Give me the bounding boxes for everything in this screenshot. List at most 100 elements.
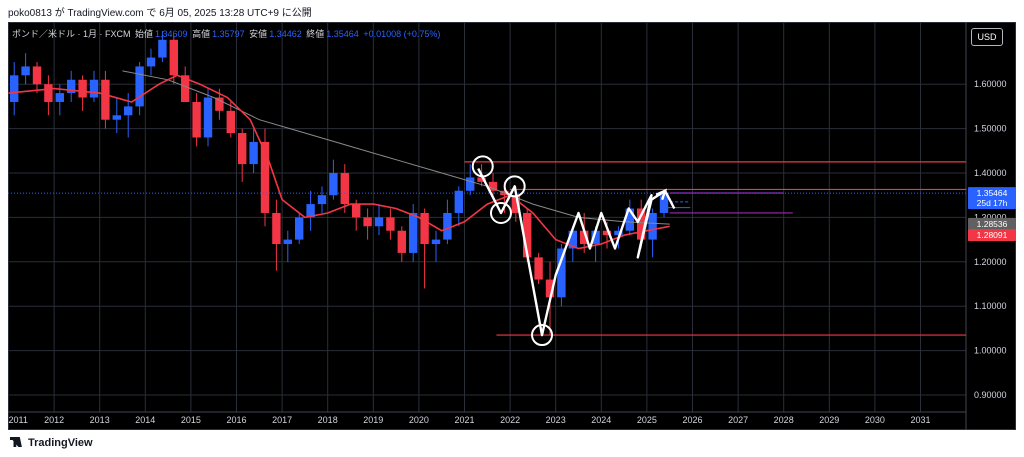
candle-body <box>443 212 452 240</box>
pivot-circle[interactable] <box>489 201 512 224</box>
candle-body <box>146 57 156 67</box>
candle-body <box>169 39 178 76</box>
header-bar: poko0813 が TradingView.com で 6月 05, 2025… <box>0 0 1024 22</box>
current-price-value: 1.35464 <box>977 188 1008 198</box>
time-tick-label: 2021 <box>454 415 474 425</box>
candle-body <box>10 75 19 102</box>
close-label: 終値 <box>306 29 325 39</box>
tradingview-logo-icon <box>10 437 22 447</box>
candle-body <box>466 177 475 191</box>
chart-frame[interactable] <box>8 22 1016 430</box>
candle-body <box>431 239 441 245</box>
candle-body <box>192 101 201 138</box>
open-label: 始値 <box>135 29 154 39</box>
time-tick-label: 2015 <box>181 415 201 425</box>
candle-body <box>534 257 543 280</box>
candle-body <box>420 212 429 245</box>
change-value: +0.01008 (+0.75%) <box>363 29 441 39</box>
time-tick-label: 2011 <box>9 415 28 425</box>
candle-body <box>511 195 520 213</box>
ma-slow-value: 1.28536 <box>977 219 1008 229</box>
candle-body <box>409 212 418 253</box>
time-tick-label: 2020 <box>409 415 429 425</box>
open-value: 1.34609 <box>155 29 188 39</box>
price-tick-label: 1.20000 <box>974 257 1007 267</box>
time-tick-label: 2013 <box>90 415 110 425</box>
candle-body <box>363 217 372 227</box>
high-label: 高値 <box>192 29 211 39</box>
candle-body <box>124 106 133 116</box>
candle-body <box>181 75 190 102</box>
symbol-legend: ポンド／米ドル · 1月 · FXCM 始値 1.34609 高値 1.35797 … <box>12 27 442 40</box>
symbol-name[interactable]: ポンド／米ドル · 1月 · FXCM <box>12 29 131 39</box>
time-tick-label: 2026 <box>682 415 702 425</box>
candle-body <box>386 217 395 231</box>
time-tick-label: 2030 <box>865 415 885 425</box>
time-tick-label: 2027 <box>728 415 748 425</box>
time-tick-label: 2016 <box>226 415 246 425</box>
pivot-circle[interactable] <box>471 155 494 178</box>
candle-body <box>340 173 349 205</box>
time-tick-label: 2019 <box>363 415 383 425</box>
pivot-circle[interactable] <box>503 175 526 198</box>
candle-body <box>215 97 224 111</box>
currency-button[interactable]: USD <box>971 28 1003 46</box>
footer-bar <box>0 430 1024 457</box>
ma-fast-badge <box>968 229 1016 242</box>
time-tick-label: 2029 <box>819 415 839 425</box>
candle-body <box>454 190 463 213</box>
time-tick-label: 2022 <box>500 415 520 425</box>
candle-body <box>67 79 76 94</box>
time-tick-label: 2023 <box>546 415 566 425</box>
candle-body <box>317 195 327 205</box>
time-tick-label: 2018 <box>318 415 338 425</box>
time-tick-label: 2014 <box>135 415 155 425</box>
ma-slow-line <box>122 70 670 225</box>
candle-body <box>89 79 99 98</box>
candle-body <box>625 208 634 231</box>
ma-fast-value: 1.28091 <box>977 230 1008 240</box>
candle-body <box>523 212 532 258</box>
candle-body <box>21 66 30 76</box>
price-tick-label: 1.00000 <box>974 346 1007 356</box>
price-tick-label: 1.30000 <box>974 212 1007 222</box>
candle-body <box>226 110 235 134</box>
candle-body <box>545 279 555 298</box>
price-tick-label: 1.60000 <box>974 79 1007 89</box>
low-value: 1.34462 <box>269 29 302 39</box>
candle-body <box>614 230 623 236</box>
candle-body <box>637 208 646 240</box>
time-tick-label: 2025 <box>637 415 657 425</box>
candle-body <box>101 79 110 120</box>
candle-body <box>272 212 281 245</box>
candle-body <box>602 230 612 236</box>
candle-body <box>112 115 121 120</box>
time-tick-label: 2012 <box>44 415 64 425</box>
candle-body <box>306 204 315 218</box>
candle-body <box>238 133 247 165</box>
close-value: 1.35464 <box>326 29 359 39</box>
candles-group <box>10 30 669 336</box>
candle-body <box>329 173 338 196</box>
candle-body <box>352 204 361 218</box>
candle-body <box>648 212 657 240</box>
candle-body <box>580 230 589 245</box>
candle-body <box>488 181 498 191</box>
zigzag-drawing[interactable] <box>477 168 676 337</box>
price-tick-label: 0.90000 <box>974 390 1007 400</box>
candle-body <box>591 230 600 245</box>
candle-body <box>158 39 167 58</box>
candle-body <box>374 217 384 227</box>
price-tick-label: 1.50000 <box>974 124 1007 134</box>
pivot-circle[interactable] <box>531 324 554 347</box>
candle-body <box>78 79 87 98</box>
candle-body <box>32 66 42 85</box>
candle-body <box>203 97 213 138</box>
ma-slow-badge <box>968 217 1016 230</box>
candle-body <box>260 141 270 213</box>
chart-canvas[interactable]: 1.60000 1.50000 1.40000 1.30000 1.20000 1.100… <box>8 22 1016 430</box>
candle-body <box>397 230 406 253</box>
tradingview-logo[interactable]: TradingView <box>10 437 93 449</box>
publish-line: poko0813 が TradingView.com で 6月 05, 2025… <box>8 8 312 19</box>
candle-body <box>568 230 577 249</box>
